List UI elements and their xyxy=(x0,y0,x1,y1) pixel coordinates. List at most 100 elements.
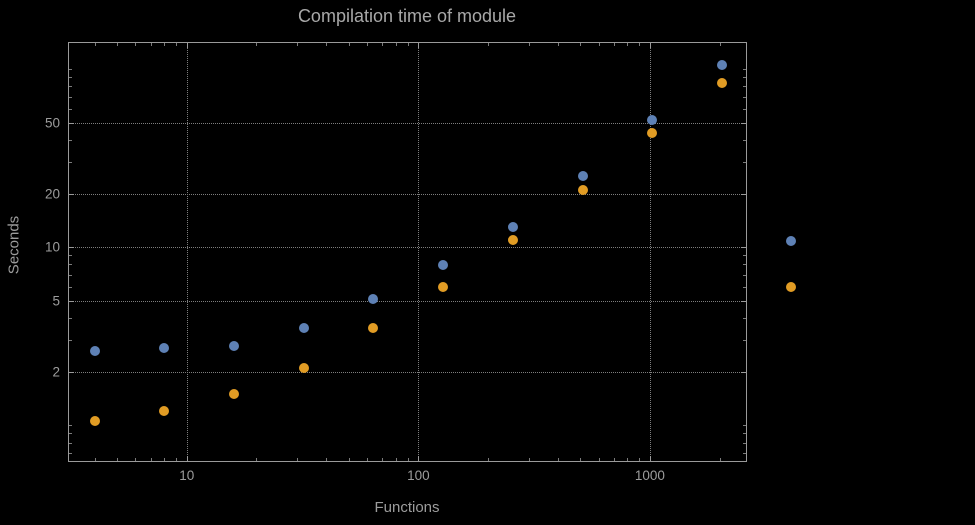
y-minor-tick-mark xyxy=(69,452,72,454)
data-point-series-orange xyxy=(368,323,379,334)
y-minor-tick-mark xyxy=(69,96,72,98)
x-tick-mark xyxy=(649,456,651,461)
x-tick-mark xyxy=(649,43,651,48)
x-minor-tick-mark xyxy=(407,43,409,46)
y-minor-tick-mark xyxy=(69,77,72,79)
x-minor-tick-mark xyxy=(639,43,641,46)
x-minor-tick-mark xyxy=(382,458,384,461)
x-minor-tick-mark xyxy=(627,43,629,46)
y-minor-tick-mark xyxy=(743,425,746,427)
x-minor-tick-mark xyxy=(297,43,299,46)
legend-marker-series-orange xyxy=(786,282,796,292)
x-tick-label: 100 xyxy=(407,468,430,483)
y-minor-tick-mark xyxy=(69,264,72,266)
x-minor-tick-mark xyxy=(580,43,582,46)
x-minor-tick-mark xyxy=(614,458,616,461)
x-minor-tick-mark xyxy=(557,43,559,46)
data-point-series-orange xyxy=(577,184,588,195)
data-point-series-orange xyxy=(438,281,449,292)
y-tick-mark xyxy=(741,300,746,302)
legend-marker-series-blue xyxy=(786,236,796,246)
x-minor-tick-mark xyxy=(488,458,490,461)
x-tick-label: 10 xyxy=(179,468,195,483)
data-point-series-orange xyxy=(159,406,170,417)
y-minor-tick-mark xyxy=(69,86,72,88)
y-minor-tick-mark xyxy=(69,162,72,164)
x-minor-tick-mark xyxy=(395,458,397,461)
x-minor-tick-mark xyxy=(488,43,490,46)
y-minor-tick-mark xyxy=(69,255,72,257)
y-tick-mark xyxy=(741,247,746,249)
x-minor-tick-mark xyxy=(135,43,137,46)
gridline-x xyxy=(418,43,420,461)
y-tick-mark xyxy=(69,122,74,124)
data-point-series-blue xyxy=(89,346,100,357)
y-minor-tick-mark xyxy=(743,255,746,257)
x-minor-tick-mark xyxy=(639,458,641,461)
y-tick-label: 5 xyxy=(52,293,60,309)
y-tick-mark xyxy=(741,371,746,373)
x-minor-tick-mark xyxy=(528,43,530,46)
y-minor-tick-mark xyxy=(69,442,72,444)
x-minor-tick-mark xyxy=(557,458,559,461)
y-tick-label: 10 xyxy=(44,239,60,255)
y-minor-tick-mark xyxy=(743,96,746,98)
y-minor-tick-mark xyxy=(743,139,746,141)
y-minor-tick-mark xyxy=(69,425,72,427)
y-minor-tick-mark xyxy=(743,318,746,320)
y-tick-mark xyxy=(69,193,74,195)
x-minor-tick-mark xyxy=(150,458,152,461)
y-minor-tick-mark xyxy=(69,286,72,288)
x-minor-tick-mark xyxy=(164,43,166,46)
x-minor-tick-mark xyxy=(580,458,582,461)
y-minor-tick-mark xyxy=(743,77,746,79)
y-tick-label: 50 xyxy=(44,115,60,131)
y-minor-tick-mark xyxy=(69,433,72,435)
x-tick-mark xyxy=(186,456,188,461)
x-minor-tick-mark xyxy=(528,458,530,461)
y-minor-tick-mark xyxy=(743,286,746,288)
gridline-x xyxy=(186,43,188,461)
data-point-series-blue xyxy=(438,260,449,271)
x-tick-mark xyxy=(418,456,420,461)
y-minor-tick-mark xyxy=(743,340,746,342)
y-minor-tick-mark xyxy=(743,452,746,454)
y-minor-tick-mark xyxy=(69,108,72,110)
gridline-x xyxy=(649,43,651,461)
y-minor-tick-mark xyxy=(743,86,746,88)
y-minor-tick-mark xyxy=(743,442,746,444)
y-minor-tick-mark xyxy=(69,274,72,276)
y-minor-tick-mark xyxy=(69,318,72,320)
x-minor-tick-mark xyxy=(366,458,368,461)
y-minor-tick-mark xyxy=(69,340,72,342)
y-tick-label: 20 xyxy=(44,186,60,202)
chart-title: Compilation time of module xyxy=(297,6,517,26)
x-minor-tick-mark xyxy=(135,458,137,461)
gridline-y xyxy=(69,300,746,302)
x-minor-tick-mark xyxy=(382,43,384,46)
gridline-y xyxy=(69,247,746,249)
x-minor-tick-mark xyxy=(117,458,119,461)
chart-legend xyxy=(786,236,796,292)
y-tick-mark xyxy=(69,371,74,373)
y-minor-tick-mark xyxy=(743,69,746,71)
x-minor-tick-mark xyxy=(326,458,328,461)
x-minor-tick-mark xyxy=(598,458,600,461)
data-point-series-orange xyxy=(89,416,100,427)
data-point-series-blue xyxy=(717,60,727,71)
y-tick-label: 2 xyxy=(52,364,60,380)
data-point-series-blue xyxy=(368,294,379,305)
data-point-series-blue xyxy=(159,343,170,354)
data-point-series-orange xyxy=(717,78,727,89)
x-axis-label: Functions xyxy=(374,499,440,516)
gridline-y xyxy=(69,371,746,373)
y-minor-tick-mark xyxy=(69,69,72,71)
x-minor-tick-mark xyxy=(719,458,721,461)
y-minor-tick-mark xyxy=(743,108,746,110)
x-minor-tick-mark xyxy=(117,43,119,46)
data-point-series-orange xyxy=(229,388,240,399)
x-minor-tick-mark xyxy=(326,43,328,46)
x-minor-tick-mark xyxy=(256,43,258,46)
x-tick-mark xyxy=(186,43,188,48)
